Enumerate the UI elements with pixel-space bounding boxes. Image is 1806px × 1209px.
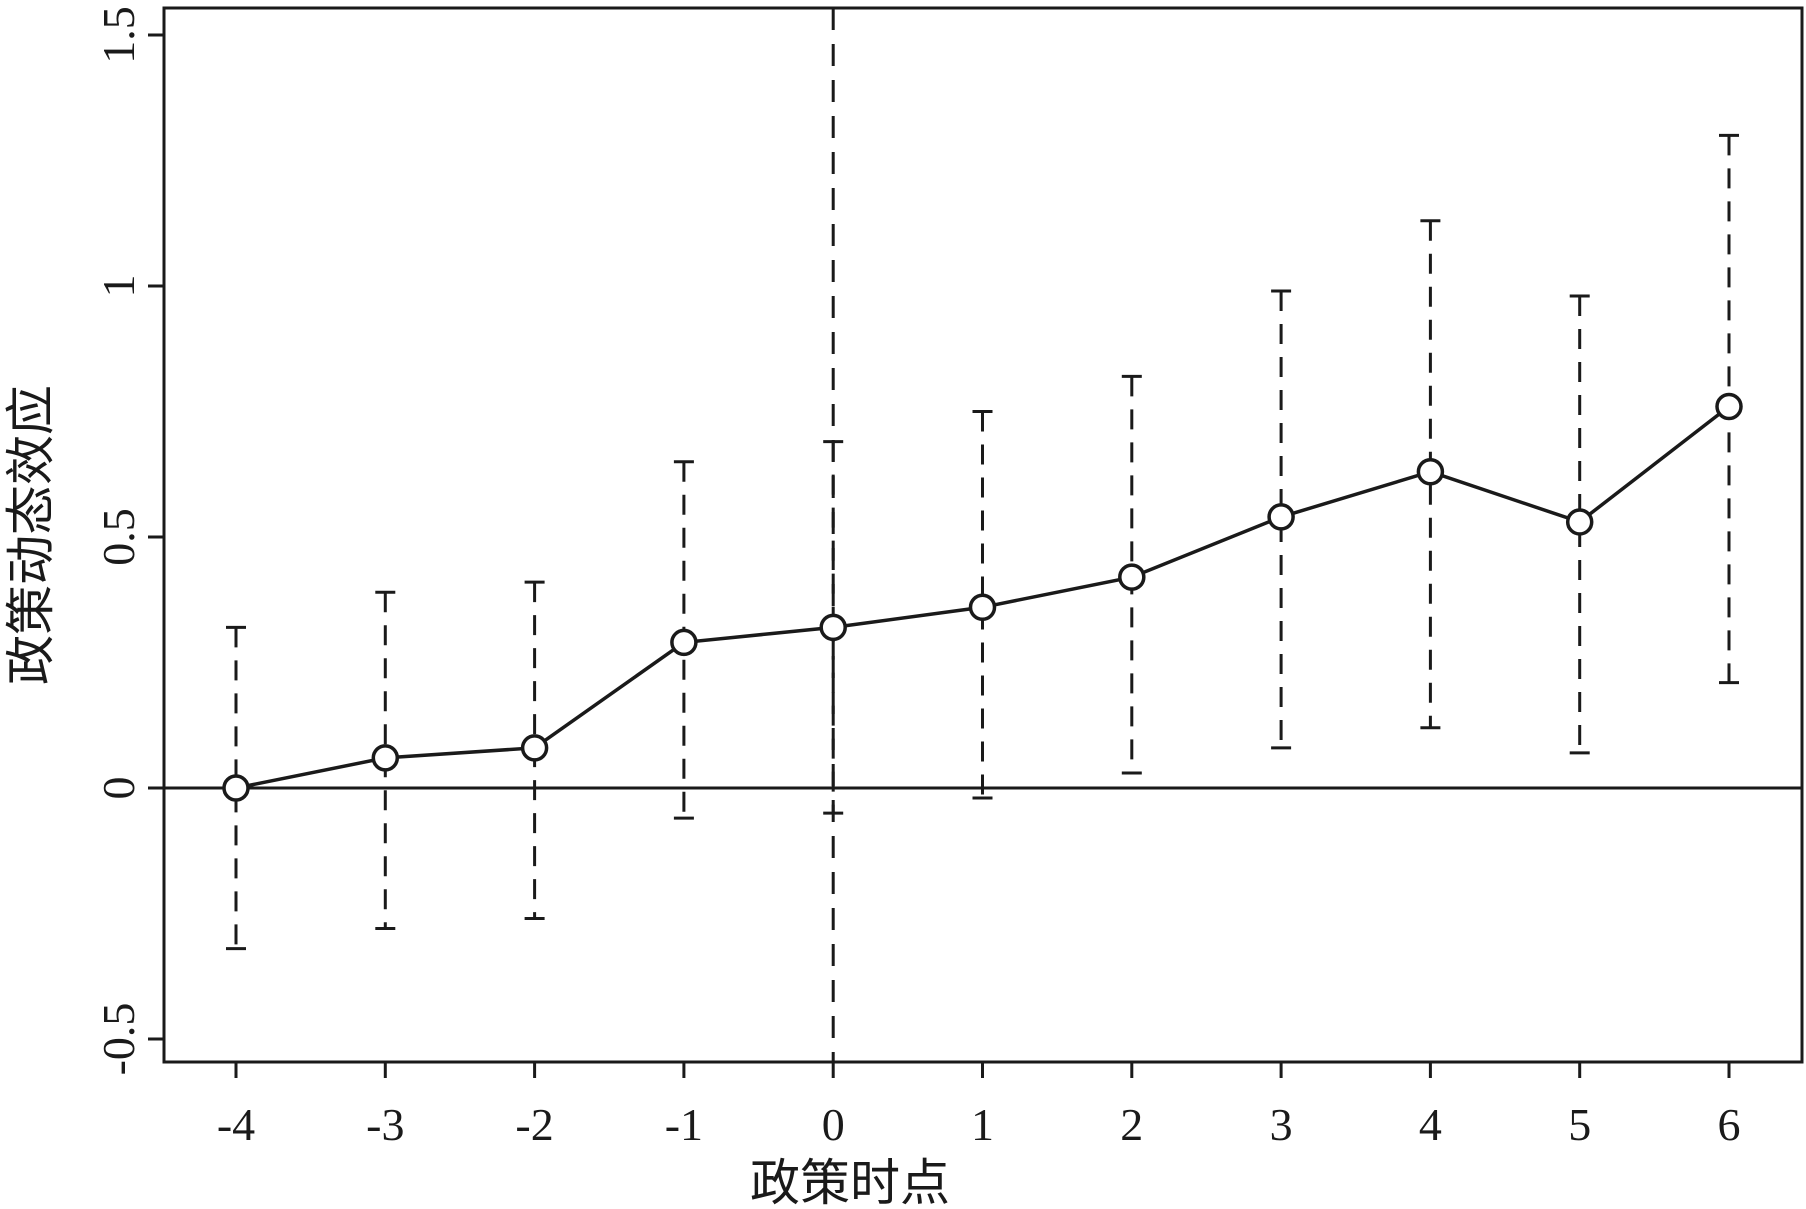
x-tick-label: 1 bbox=[971, 1099, 994, 1150]
plot-frame bbox=[162, 6, 1804, 1064]
data-point bbox=[520, 734, 549, 762]
x-axis-title: 政策时点 bbox=[750, 1154, 950, 1209]
data-point bbox=[819, 613, 847, 642]
y-tick-label: 0.5 bbox=[93, 508, 144, 566]
x-tick-label: 6 bbox=[1718, 1099, 1741, 1150]
data-point bbox=[1416, 457, 1445, 486]
data-points bbox=[222, 392, 1743, 802]
confidence-intervals bbox=[226, 133, 1739, 951]
y-tick-label: 1 bbox=[93, 275, 144, 298]
data-point bbox=[968, 593, 997, 622]
x-tick-label: 2 bbox=[1120, 1099, 1143, 1150]
x-axis: -4 -3 -2 -1 0 1 2 3 4 5 6 bbox=[217, 1062, 1741, 1150]
x-tick-label: 3 bbox=[1270, 1099, 1293, 1150]
y-axis-title: 政策动态效应 bbox=[2, 385, 60, 685]
x-tick-label: -1 bbox=[665, 1099, 703, 1150]
x-tick-label: -2 bbox=[515, 1099, 553, 1150]
x-tick-label: -3 bbox=[366, 1099, 404, 1150]
reference-lines bbox=[164, 8, 1802, 1062]
data-point bbox=[1565, 508, 1594, 536]
x-tick-label: 0 bbox=[822, 1099, 845, 1150]
data-point bbox=[1118, 563, 1146, 591]
data-point bbox=[670, 628, 698, 657]
x-tick-label: 4 bbox=[1419, 1099, 1442, 1150]
x-tick-label: 5 bbox=[1568, 1099, 1591, 1150]
data-point bbox=[1715, 392, 1743, 421]
y-tick-label: 1.5 bbox=[93, 6, 144, 64]
data-point bbox=[1267, 503, 1295, 531]
y-tick-label: -0.5 bbox=[93, 1003, 144, 1076]
data-point bbox=[371, 744, 400, 772]
x-tick-label: -4 bbox=[217, 1099, 255, 1150]
data-point bbox=[222, 774, 250, 802]
y-axis: -0.5 0 0.5 1 1.5 bbox=[93, 6, 164, 1075]
y-tick-label: 0 bbox=[93, 777, 144, 800]
